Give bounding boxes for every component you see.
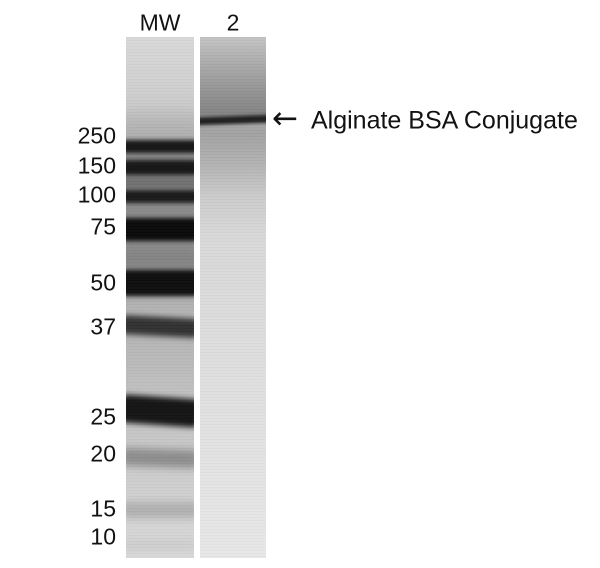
gel-band-25 (126, 394, 194, 428)
mw-marker-75: 75 (90, 213, 116, 240)
gel-band-10 (126, 540, 194, 550)
gel-band-alginate-bsa-conjugate (200, 114, 266, 126)
mw-marker-250: 250 (77, 122, 116, 149)
mw-marker-37: 37 (90, 313, 116, 340)
gel-smear (126, 100, 194, 142)
gel-band-150 (126, 160, 194, 175)
gel-smear (200, 40, 266, 118)
gel-smear (126, 146, 194, 296)
gel-band-250 (126, 140, 194, 153)
gel-smear (126, 296, 194, 312)
band-annotation-label: Alginate BSA Conjugate (310, 106, 578, 135)
mw-marker-25: 25 (90, 403, 116, 430)
gel-band-75 (126, 218, 194, 241)
gel-band-100 (126, 190, 194, 203)
left-arrow-icon: ← (272, 100, 298, 137)
lane-label-2: 2 (226, 9, 240, 36)
mw-marker-column: 250 150 100 75 50 37 25 20 15 10 (0, 0, 116, 568)
mw-marker-15: 15 (90, 495, 116, 522)
mw-marker-50: 50 (90, 269, 116, 296)
gel-smear (200, 125, 266, 195)
gel-band-50 (126, 270, 194, 296)
gel-lane-MW (126, 37, 194, 558)
mw-marker-150: 150 (77, 152, 116, 179)
mw-marker-20: 20 (90, 440, 116, 467)
band-annotation: ← Alginate BSA Conjugate (272, 100, 578, 137)
mw-marker-10: 10 (90, 523, 116, 550)
gel-smear (126, 177, 194, 188)
lane-label-MW: MW (139, 9, 181, 36)
gel-band-37 (126, 314, 194, 339)
gel-smear (126, 253, 194, 265)
gel-lane-2 (200, 37, 266, 558)
mw-marker-100: 100 (77, 181, 116, 208)
gel-band-20 (126, 447, 194, 469)
gel-band-15 (126, 502, 194, 518)
